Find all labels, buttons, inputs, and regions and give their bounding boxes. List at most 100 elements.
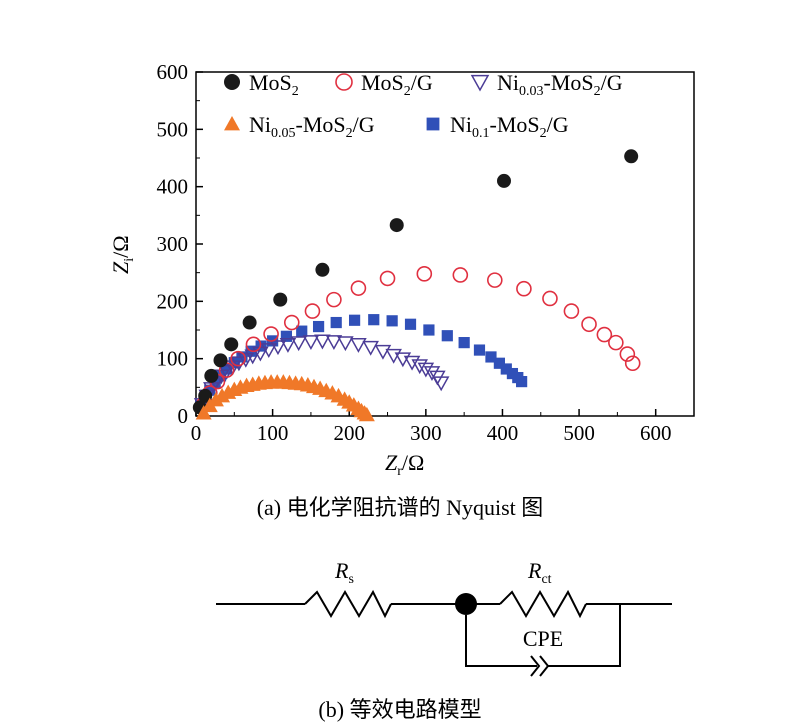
data-point: [581, 316, 597, 333]
legend-marker: [470, 74, 490, 92]
data-point: [403, 355, 421, 371]
data-point: [619, 346, 636, 362]
data-point: [260, 343, 278, 359]
data-point: [244, 349, 261, 365]
legend-marker: [224, 74, 240, 90]
data-point: [389, 218, 404, 233]
legend-label: MoS2: [249, 70, 299, 99]
data-point: [486, 272, 503, 288]
data-point: [423, 366, 441, 381]
chart-legend: MoS2 MoS2/G Ni0.03-MoS2/G Ni0.05-MoS2/G Ni0.…: [224, 70, 623, 141]
data-point: [224, 337, 239, 352]
data-point: [204, 368, 219, 383]
data-point: [386, 315, 398, 327]
cpe-branch-right: [547, 604, 621, 667]
data-point: [330, 316, 342, 329]
data-point: [473, 344, 486, 356]
y-tick-label: 0: [178, 404, 189, 428]
x-tick-label: 400: [487, 421, 519, 445]
data-point: [404, 318, 417, 330]
caption-b: (b) 等效电路模型: [318, 697, 482, 722]
data-point: [312, 320, 325, 333]
data-point: [563, 303, 580, 319]
x-tick-label: 300: [410, 421, 442, 445]
data-point: [608, 334, 624, 351]
data-point: [337, 336, 354, 352]
data-point: [624, 355, 641, 372]
data-point: [411, 359, 428, 375]
y-tick-label: 200: [157, 289, 189, 313]
data-point: [242, 315, 257, 330]
data-point: [385, 348, 402, 364]
data-point: [269, 340, 287, 356]
data-point: [368, 314, 380, 326]
y-tick-label: 500: [157, 117, 189, 141]
data-point: [452, 267, 469, 283]
data-point: [279, 337, 297, 353]
data-point: [493, 357, 505, 369]
legend-marker: [335, 73, 353, 91]
series-0: [192, 149, 639, 415]
data-point: [296, 325, 308, 337]
chart-marks: [192, 149, 641, 422]
data-point: [280, 330, 293, 342]
data-point: [379, 270, 396, 287]
cpe-label: CPE: [523, 626, 563, 651]
data-point: [198, 388, 213, 403]
data-point: [500, 363, 512, 375]
x-tick-label: 500: [563, 421, 595, 445]
series-1: [195, 266, 641, 413]
rct-label: Rct: [527, 558, 552, 587]
data-point: [350, 280, 367, 296]
y-axis-label: Zi/Ω: [108, 235, 137, 274]
data-point: [516, 376, 528, 388]
data-point: [596, 326, 613, 343]
cpe-branch-left: [465, 615, 537, 667]
legend-marker: [224, 116, 240, 131]
legend-label: Ni0.05-MoS2/G: [249, 112, 375, 141]
data-point: [314, 334, 331, 350]
data-point: [315, 262, 330, 277]
data-point: [516, 280, 532, 297]
data-point: [218, 364, 235, 380]
caption-a: (a) 电化学阻抗谱的 Nyquist 图: [256, 495, 544, 520]
data-point: [255, 340, 267, 352]
x-tick-label: 100: [257, 421, 289, 445]
series-4: [194, 314, 528, 412]
data-point: [423, 324, 435, 336]
legend-label: MoS2/G: [361, 70, 433, 99]
x-axis-label: Zr/Ω: [385, 450, 424, 479]
resistor-rs: [304, 589, 392, 619]
x-tick-label: 600: [640, 421, 672, 445]
legend-marker: [426, 117, 440, 131]
data-point: [496, 173, 511, 188]
y-tick-label: 400: [157, 175, 189, 199]
data-point: [350, 337, 367, 353]
data-point: [416, 266, 433, 282]
data-point: [362, 340, 379, 356]
y-tick-label: 100: [157, 347, 189, 371]
data-point: [283, 314, 300, 331]
data-point: [325, 335, 343, 351]
data-point: [441, 330, 453, 342]
data-point: [290, 336, 307, 352]
equivalent-circuit: Rs Rct CPE: [216, 558, 672, 677]
y-tick-label: 600: [157, 60, 189, 84]
data-point: [432, 376, 450, 392]
series-3: [195, 374, 375, 422]
data-point: [542, 290, 558, 307]
resistor-rct: [499, 589, 587, 619]
legend-label: Ni0.1-MoS2/G: [450, 112, 569, 141]
data-point: [304, 303, 321, 319]
legend-label: Ni0.03-MoS2/G: [497, 70, 623, 99]
data-point: [213, 353, 228, 368]
rs-label: Rs: [334, 558, 354, 587]
data-point: [326, 291, 342, 308]
data-point: [224, 360, 242, 376]
data-point: [221, 363, 233, 375]
data-point: [374, 344, 392, 360]
x-tick-label: 200: [333, 421, 365, 445]
cpe-plate-left: [530, 655, 541, 677]
x-tick-label: 0: [191, 421, 202, 445]
data-point: [485, 351, 497, 363]
